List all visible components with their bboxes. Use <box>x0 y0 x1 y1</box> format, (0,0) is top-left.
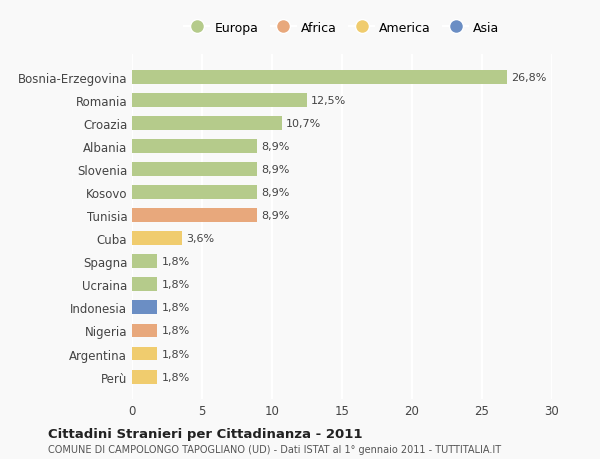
Bar <box>132 255 157 269</box>
Bar <box>132 117 282 130</box>
Bar <box>132 140 257 154</box>
Bar <box>132 324 157 338</box>
Bar <box>132 370 157 384</box>
Legend: Europa, Africa, America, Asia: Europa, Africa, America, Asia <box>179 17 505 39</box>
Bar <box>132 71 507 84</box>
Text: 1,8%: 1,8% <box>161 372 190 382</box>
Bar <box>132 94 307 107</box>
Text: 8,9%: 8,9% <box>261 188 289 198</box>
Bar <box>132 163 257 177</box>
Text: 26,8%: 26,8% <box>511 73 547 83</box>
Text: 10,7%: 10,7% <box>286 119 321 129</box>
Text: 12,5%: 12,5% <box>311 95 346 106</box>
Bar <box>132 301 157 315</box>
Bar <box>132 209 257 223</box>
Text: COMUNE DI CAMPOLONGO TAPOGLIANO (UD) - Dati ISTAT al 1° gennaio 2011 - TUTTITALI: COMUNE DI CAMPOLONGO TAPOGLIANO (UD) - D… <box>48 444 501 453</box>
Bar <box>132 232 182 246</box>
Bar <box>132 347 157 361</box>
Text: 1,8%: 1,8% <box>161 257 190 267</box>
Text: 3,6%: 3,6% <box>187 234 215 244</box>
Text: 8,9%: 8,9% <box>261 142 289 151</box>
Text: 8,9%: 8,9% <box>261 211 289 221</box>
Text: 8,9%: 8,9% <box>261 165 289 175</box>
Text: Cittadini Stranieri per Cittadinanza - 2011: Cittadini Stranieri per Cittadinanza - 2… <box>48 427 362 440</box>
Text: 1,8%: 1,8% <box>161 349 190 359</box>
Text: 1,8%: 1,8% <box>161 326 190 336</box>
Text: 1,8%: 1,8% <box>161 280 190 290</box>
Bar <box>132 186 257 200</box>
Bar <box>132 278 157 291</box>
Text: 1,8%: 1,8% <box>161 303 190 313</box>
